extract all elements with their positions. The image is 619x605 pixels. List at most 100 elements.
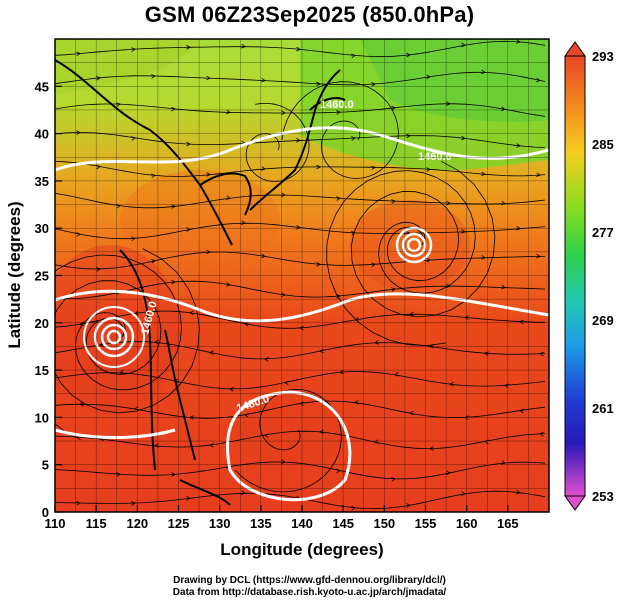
colorbar-bottom-arrow: [564, 495, 586, 511]
colorbar-label: 285: [592, 137, 614, 152]
x-axis-label: Longitude (degrees): [220, 540, 383, 559]
y-tick-label: 5: [42, 458, 49, 473]
streamline-arrow: [429, 446, 434, 451]
streamline-arrow: [171, 106, 176, 112]
streamline-arrow: [299, 325, 304, 331]
streamline: [55, 161, 546, 177]
streamline-arrow: [409, 410, 414, 416]
streamline-arrow: [354, 317, 359, 322]
streamline-arrow: [186, 45, 191, 50]
streamline-arrow: [336, 196, 341, 201]
coast-japan: [249, 69, 341, 211]
streamline-arrow: [79, 401, 84, 407]
streamline-arrow: [481, 171, 486, 177]
streamline-arrow: [351, 53, 356, 59]
streamline-arrow: [151, 74, 156, 79]
streamline-arrow: [351, 231, 356, 236]
streamline-arrow: [131, 136, 136, 141]
streamline-arrow: [76, 500, 81, 506]
streamline-arrow: [264, 357, 269, 362]
streamline-arrow: [131, 236, 136, 242]
streamline: [326, 170, 476, 347]
y-tick-label: 35: [35, 174, 49, 189]
streamline-arrow: [171, 279, 176, 285]
streamline-arrow: [446, 470, 451, 476]
streamline-arrow: [539, 351, 544, 357]
y-tick-label: 45: [35, 79, 49, 94]
streamline-arrow: [446, 283, 451, 289]
streamline-arrow: [316, 81, 321, 87]
streamline-arrow: [391, 105, 396, 111]
streamline-arrow: [171, 472, 176, 477]
streamline-arrow: [446, 101, 451, 106]
streamline-arrow: [409, 311, 414, 317]
colorbar-label: 277: [592, 225, 614, 240]
streamline-arrow: [116, 102, 121, 107]
y-axis-label: Latitude (degrees): [5, 201, 24, 348]
x-tick-label: 160: [456, 516, 478, 531]
streamline-arrow: [226, 195, 231, 201]
y-tick-label: 20: [35, 316, 49, 331]
coast-hokkaido: [309, 97, 346, 111]
coastline: [55, 59, 346, 506]
streamline-arrow: [481, 255, 486, 260]
streamline-arrow: [186, 141, 191, 147]
x-tick-label: 120: [126, 516, 148, 531]
streamline-arrow: [96, 164, 101, 170]
streamline-arrow: [336, 468, 341, 474]
streamline-arrow: [374, 340, 379, 345]
y-tick-label: 40: [35, 127, 49, 142]
x-tick-label: 125: [168, 516, 190, 531]
streamline-arrow: [391, 199, 396, 204]
y-axis: 0 5 10 15 20 25 30 35 40 45: [35, 79, 62, 520]
streamline-arrow: [406, 133, 411, 139]
colorbar-label: 261: [592, 401, 614, 416]
x-tick-label: 150: [373, 516, 395, 531]
streamline-arrow: [539, 431, 544, 437]
streamline: [55, 71, 546, 86]
streamline: [55, 254, 182, 441]
x-axis: 110 115 120 125 130 135 140 145 150 155 160 165: [45, 505, 519, 531]
streamline-arrow: [131, 501, 136, 506]
streamline-arrow: [501, 106, 506, 112]
streamline-arrow: [226, 109, 231, 115]
streamline-arrow: [536, 77, 541, 83]
streamline-arrow: [296, 225, 301, 230]
streamline-arrow: [501, 460, 506, 465]
streamline-arrow: [76, 232, 81, 237]
streamline-arrow: [264, 433, 269, 438]
streamline-arrow: [96, 75, 101, 81]
streamline: [55, 430, 546, 450]
streamline-arrow: [241, 490, 246, 496]
streamline-arrow: [461, 42, 466, 48]
colorbar-scale: [564, 55, 586, 497]
streamline-arrow: [96, 267, 101, 272]
y-tick-label: 30: [35, 221, 49, 236]
x-tick-label: 115: [86, 516, 107, 531]
streamline-arrow: [99, 342, 104, 347]
streamline-arrow: [186, 495, 191, 501]
x-tick-label: 135: [250, 516, 272, 531]
streamline-arrow: [406, 503, 411, 508]
coast-indochina: [119, 249, 156, 471]
streamline-arrow: [504, 383, 509, 389]
streamline-arrow: [406, 52, 411, 58]
colorbar-label: 269: [592, 313, 614, 328]
contour-mid: [55, 289, 549, 323]
streamline-arrow: [316, 262, 321, 267]
streamline-arrow: [154, 339, 159, 345]
streamline-arrow: [76, 51, 81, 57]
streamline-arrow: [336, 110, 341, 115]
streamline-arrow: [461, 135, 466, 141]
streamline-arrow: [261, 166, 266, 171]
streamline-arrow: [154, 443, 159, 448]
streamline: [55, 461, 546, 480]
streamline-arrow: [296, 138, 301, 143]
streamline-arrow: [336, 293, 341, 299]
streamline-arrow: [374, 439, 379, 444]
streamline-arrow: [351, 505, 356, 511]
streamline-arrow: [206, 249, 211, 255]
streamline-arrow: [536, 253, 541, 259]
contour-1480: [226, 390, 352, 502]
streamline-arrow: [281, 459, 286, 465]
